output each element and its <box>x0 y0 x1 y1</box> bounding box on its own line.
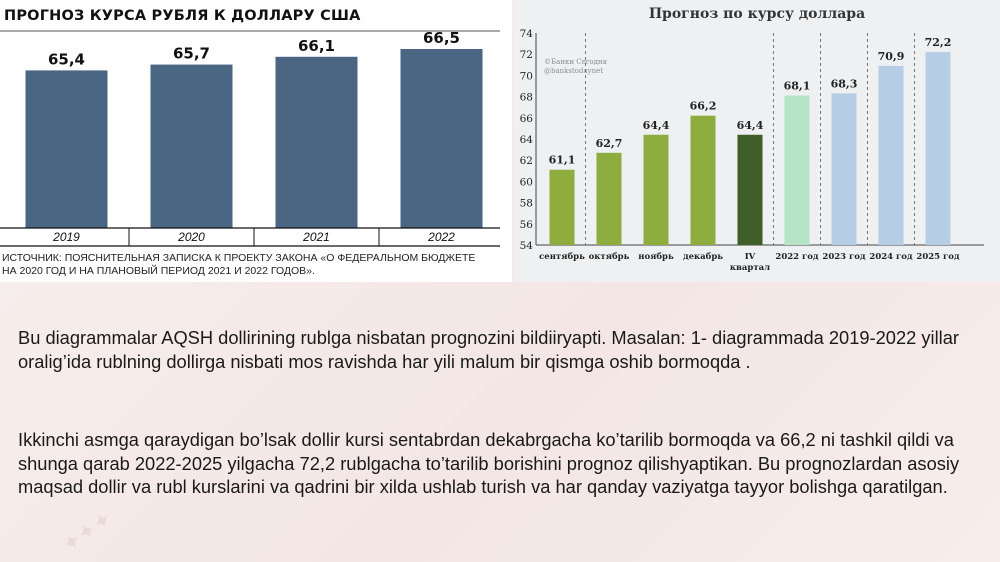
chart2-bar <box>878 65 904 245</box>
chart2-value-label: 66,2 <box>690 100 717 113</box>
chart2-category-label: 2024 год <box>869 252 912 262</box>
chart2-category-label: 2023 год <box>822 252 865 262</box>
chart1-bar <box>25 70 108 228</box>
chart2-value-label: 68,3 <box>831 77 858 90</box>
chart2-value-label: 68,1 <box>784 80 811 93</box>
chart1-value-label: 66,1 <box>298 37 335 55</box>
chart2-plot: 54 56 58 60 62 64 66 68 70 72 74 61,1 сентябрь 62,7 ок… <box>520 28 984 273</box>
chart2-y-tick-label: 64 <box>520 134 534 146</box>
chart1-plot: 65,4 2019 65,7 2020 66,1 2021 66,5 2022 <box>0 29 500 247</box>
chart2-bar <box>549 169 575 245</box>
chart1-category-label: 2020 <box>177 230 205 244</box>
chart2-watermark: ©Банки Сегодня @bankstodaynet <box>544 58 607 76</box>
chart2-bar <box>643 134 669 245</box>
chart2-category-label: декабрь <box>683 251 723 262</box>
chart1-category-label: 2021 <box>302 230 330 244</box>
chart2-y-tick-label: 62 <box>520 155 533 167</box>
chart2-category-label: ноябрь <box>638 251 674 262</box>
chart2-y-tick-label: 68 <box>520 92 533 104</box>
chart1-value-label: 65,4 <box>48 50 85 68</box>
chart1-bar <box>150 64 233 228</box>
chart2-bar <box>831 93 857 245</box>
chart2-y-tick-label: 56 <box>520 219 534 231</box>
description-paragraph-2: Ikkinchi asmga qaraydigan bo’lsak dollir… <box>18 429 960 497</box>
chart1-source: ИСТОЧНИК: ПОЯСНИТЕЛЬНАЯ ЗАПИСКА К ПРОЕКТ… <box>2 252 476 277</box>
chart1-category-label: 2019 <box>52 230 80 244</box>
description-paragraph-1: Bu diagrammalar AQSH dollirining rublga … <box>18 327 959 372</box>
chart2-category-label: IV <box>745 252 756 262</box>
chart2-bar <box>925 52 951 245</box>
chart2-y-tick-label: 66 <box>520 113 534 125</box>
chart2-bar <box>737 134 763 245</box>
chart2-category-label: 2025 год <box>916 252 959 262</box>
chart2-y-tick-label: 54 <box>520 240 534 252</box>
chart1-category-label: 2022 <box>427 230 455 244</box>
chart2-value-label: 72,2 <box>925 36 952 49</box>
chart2-category-label: октябрь <box>589 251 630 262</box>
chart2-value-label: 70,9 <box>878 50 905 63</box>
chart2-y-tick-label: 72 <box>520 49 533 61</box>
chart2-value-label: 62,7 <box>596 137 623 150</box>
chart-ruble-forecast: ПРОГНОЗ КУРСА РУБЛЯ К ДОЛЛАРУ США 65,4 20… <box>0 0 512 282</box>
chart-dollar-forecast: Прогноз по курсу доллара ©Банки Сегодня … <box>514 0 1000 282</box>
chart2-title: Прогноз по курсу доллара <box>648 6 866 22</box>
chart1-bar <box>400 49 483 228</box>
chart2-category-label: сентябрь <box>539 251 585 262</box>
chart1-value-label: 65,7 <box>173 45 210 63</box>
chart2-bar <box>784 95 810 245</box>
chart2-y-tick-label: 70 <box>520 70 533 82</box>
chart1-title: ПРОГНОЗ КУРСА РУБЛЯ К ДОЛЛАРУ США <box>4 8 361 24</box>
chart2-category-label: квартал <box>730 263 770 273</box>
chart2-watermark-line: @bankstodaynet <box>544 67 604 75</box>
chart2-bar <box>690 115 716 246</box>
chart2-watermark-line: ©Банки Сегодня <box>544 58 608 66</box>
chart2-value-label: 64,4 <box>643 119 670 132</box>
chart2-category-label: 2022 год <box>775 252 818 262</box>
chart2-value-label: 61,1 <box>549 154 576 167</box>
chart2-y-tick-label: 58 <box>520 198 533 210</box>
chart1-value-label: 66,5 <box>423 29 460 47</box>
chart2-bar <box>596 152 622 245</box>
chart2-y-tick-label: 60 <box>520 176 533 188</box>
chart1-bar <box>275 56 358 228</box>
chart2-y-tick-label: 74 <box>520 28 534 40</box>
chart2-value-label: 64,4 <box>737 119 764 132</box>
